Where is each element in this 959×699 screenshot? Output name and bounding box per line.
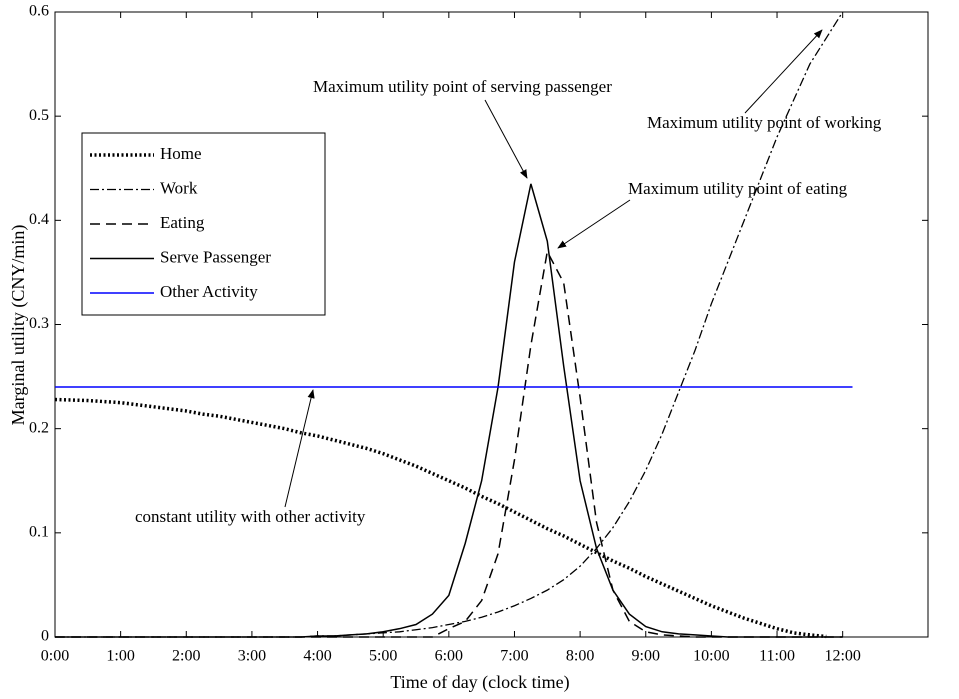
legend-label: Work bbox=[160, 178, 198, 197]
x-tick-label: 2:00 bbox=[172, 648, 200, 665]
x-tick-label: 8:00 bbox=[566, 648, 594, 665]
series-line bbox=[55, 11, 844, 638]
y-tick-label: 0.6 bbox=[29, 3, 49, 20]
x-tick-label: 7:00 bbox=[500, 648, 528, 665]
y-tick-label: 0 bbox=[41, 628, 49, 645]
x-tick-label: 11:00 bbox=[759, 648, 795, 665]
x-tick-label: 10:00 bbox=[693, 648, 729, 665]
x-tick-label: 12:00 bbox=[824, 648, 860, 665]
y-tick-label: 0.4 bbox=[29, 211, 49, 228]
y-axis-label: Marginal utility (CNY/min) bbox=[8, 225, 29, 426]
series-line bbox=[54, 397, 827, 639]
x-tick-label: 0:00 bbox=[41, 648, 69, 665]
x-tick-label: 4:00 bbox=[303, 648, 331, 665]
annotation: Maximum utility point of eating bbox=[628, 179, 848, 198]
x-axis-label: Time of day (clock time) bbox=[390, 672, 569, 693]
legend-label: Eating bbox=[160, 213, 205, 232]
annotation: Maximum utility point of serving passeng… bbox=[313, 77, 612, 96]
plot-frame bbox=[54, 11, 929, 638]
x-tick-label: 3:00 bbox=[238, 648, 266, 665]
annotation: Maximum utility point of working bbox=[647, 113, 882, 132]
x-tick-label: 5:00 bbox=[369, 648, 397, 665]
annotation-arrow bbox=[484, 99, 528, 179]
x-tick-label: 6:00 bbox=[435, 648, 463, 665]
y-tick-label: 0.2 bbox=[29, 419, 49, 436]
legend-label: Other Activity bbox=[160, 282, 258, 301]
annotation: constant utility with other activity bbox=[135, 507, 366, 526]
y-tick-label: 0.1 bbox=[29, 524, 49, 541]
series-line bbox=[55, 183, 843, 638]
y-tick-label: 0.3 bbox=[29, 315, 49, 332]
annotation-arrow bbox=[284, 389, 315, 508]
x-tick-label: 1:00 bbox=[106, 648, 134, 665]
legend-label: Home bbox=[160, 144, 202, 163]
annotation-arrow bbox=[557, 199, 631, 249]
y-tick-label: 0.5 bbox=[29, 107, 49, 124]
legend-label: Serve Passenger bbox=[160, 247, 271, 266]
annotation-arrow bbox=[744, 29, 823, 114]
x-tick-label: 9:00 bbox=[632, 648, 660, 665]
